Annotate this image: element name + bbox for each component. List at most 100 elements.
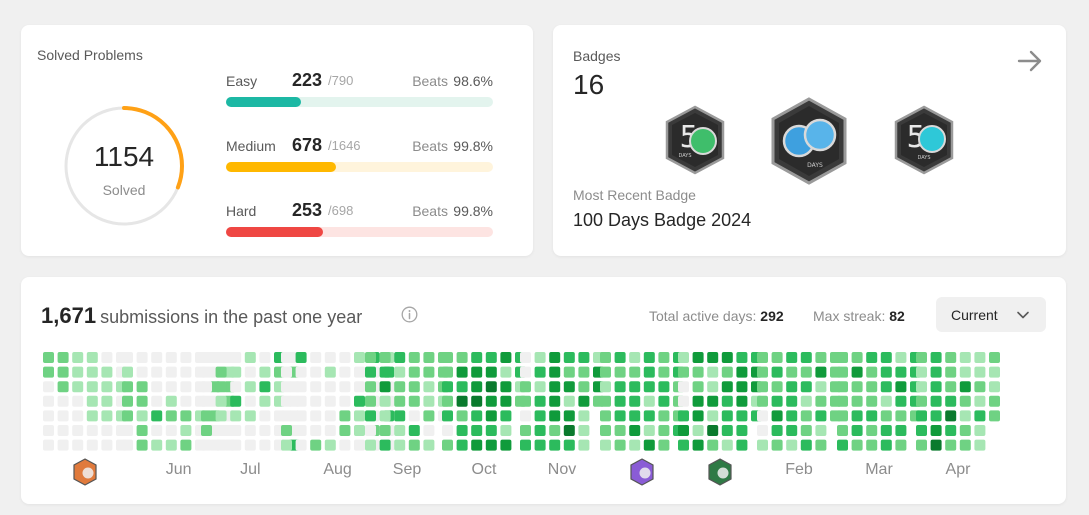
heatmap-day[interactable]	[101, 381, 113, 393]
heatmap-day[interactable]	[771, 425, 783, 436]
heatmap-day[interactable]	[895, 395, 907, 407]
heatmap-day[interactable]	[500, 395, 512, 407]
heatmap-day[interactable]	[771, 381, 783, 393]
heatmap-day[interactable]	[800, 425, 812, 436]
heatmap-day[interactable]	[692, 395, 704, 407]
heatmap-day[interactable]	[721, 425, 733, 436]
heatmap-day[interactable]	[578, 381, 590, 393]
heatmap-day[interactable]	[851, 395, 863, 407]
heatmap-day[interactable]	[578, 366, 590, 378]
heatmap-day[interactable]	[215, 439, 227, 451]
heatmap-day[interactable]	[500, 381, 512, 393]
heatmap-day[interactable]	[408, 381, 420, 393]
heatmap-day[interactable]	[707, 395, 719, 407]
heatmap-day[interactable]	[201, 381, 212, 393]
heatmap-day[interactable]	[578, 425, 590, 436]
heatmap-day[interactable]	[757, 439, 768, 451]
heatmap-day[interactable]	[614, 366, 626, 378]
heatmap-day[interactable]	[101, 410, 113, 422]
heatmap-day[interactable]	[678, 439, 689, 451]
heatmap-day[interactable]	[230, 352, 242, 363]
heatmap-day[interactable]	[339, 381, 351, 393]
heatmap-day[interactable]	[136, 381, 148, 393]
heatmap-day[interactable]	[485, 381, 497, 393]
heatmap-day[interactable]	[974, 366, 986, 378]
heatmap-day[interactable]	[678, 366, 689, 378]
heatmap-day[interactable]	[485, 366, 497, 378]
heatmap-day[interactable]	[629, 439, 641, 451]
heatmap-day[interactable]	[122, 366, 133, 378]
heatmap-day[interactable]	[43, 410, 54, 422]
heatmap-day[interactable]	[365, 366, 376, 378]
heatmap-day[interactable]	[379, 439, 391, 451]
heatmap-day[interactable]	[122, 395, 133, 407]
heatmap-day[interactable]	[614, 381, 626, 393]
heatmap-day[interactable]	[974, 439, 986, 451]
heatmap-day[interactable]	[310, 381, 322, 393]
heatmap-day[interactable]	[244, 395, 256, 407]
heatmap-day[interactable]	[815, 410, 827, 422]
heatmap-day[interactable]	[136, 352, 148, 363]
heatmap-day[interactable]	[456, 366, 468, 378]
heatmap-day[interactable]	[43, 425, 54, 436]
heatmap-day[interactable]	[354, 395, 365, 407]
heatmap-day[interactable]	[456, 352, 468, 363]
heatmap-day[interactable]	[442, 366, 453, 378]
heatmap-day[interactable]	[201, 410, 212, 422]
heatmap-day[interactable]	[643, 425, 655, 436]
heatmap-day[interactable]	[866, 395, 878, 407]
heatmap-day[interactable]	[945, 366, 957, 378]
heatmap-day[interactable]	[692, 439, 704, 451]
heatmap-day[interactable]	[614, 425, 626, 436]
heatmap-day[interactable]	[578, 410, 590, 422]
heatmap-day[interactable]	[86, 439, 98, 451]
heatmap-day[interactable]	[815, 352, 827, 363]
heatmap-day[interactable]	[757, 395, 768, 407]
heatmap-day[interactable]	[122, 425, 133, 436]
heatmap-day[interactable]	[354, 439, 365, 451]
heatmap-day[interactable]	[57, 410, 69, 422]
heatmap-day[interactable]	[259, 425, 271, 436]
heatmap-day[interactable]	[324, 381, 336, 393]
heatmap-day[interactable]	[43, 352, 54, 363]
difficulty-medium[interactable]: Medium 678 /1646 Beats 99.8%	[226, 135, 493, 178]
heatmap-day[interactable]	[72, 425, 84, 436]
heatmap-day[interactable]	[281, 366, 292, 378]
heatmap-day[interactable]	[600, 425, 611, 436]
heatmap-day[interactable]	[736, 381, 748, 393]
heatmap-day[interactable]	[230, 366, 242, 378]
heatmap-day[interactable]	[974, 410, 986, 422]
heatmap-day[interactable]	[786, 439, 798, 451]
heatmap-day[interactable]	[456, 410, 468, 422]
50-days-badge-icon[interactable]: 5 DAYS	[663, 105, 727, 175]
heatmap-day[interactable]	[815, 439, 827, 451]
heatmap-day[interactable]	[534, 352, 546, 363]
heatmap-day[interactable]	[851, 439, 863, 451]
heatmap-day[interactable]	[136, 439, 148, 451]
heatmap-day[interactable]	[678, 425, 689, 436]
info-icon[interactable]	[401, 306, 418, 323]
heatmap-day[interactable]	[959, 425, 971, 436]
heatmap-day[interactable]	[549, 352, 561, 363]
heatmap-day[interactable]	[365, 352, 376, 363]
heatmap-day[interactable]	[180, 381, 192, 393]
heatmap-day[interactable]	[456, 425, 468, 436]
heatmap-day[interactable]	[707, 352, 719, 363]
heatmap-day[interactable]	[244, 425, 256, 436]
heatmap-day[interactable]	[815, 366, 827, 378]
heatmap-day[interactable]	[989, 395, 1000, 407]
heatmap-day[interactable]	[771, 439, 783, 451]
heatmap-day[interactable]	[549, 395, 561, 407]
heatmap-day[interactable]	[786, 366, 798, 378]
heatmap-day[interactable]	[43, 366, 54, 378]
heatmap-day[interactable]	[866, 410, 878, 422]
heatmap-day[interactable]	[771, 395, 783, 407]
heatmap-day[interactable]	[165, 439, 177, 451]
heatmap-day[interactable]	[295, 425, 307, 436]
heatmap-day[interactable]	[549, 366, 561, 378]
heatmap-day[interactable]	[151, 439, 163, 451]
heatmap-day[interactable]	[310, 395, 322, 407]
heatmap-day[interactable]	[295, 439, 307, 451]
heatmap-day[interactable]	[895, 410, 907, 422]
heatmap-day[interactable]	[354, 425, 365, 436]
